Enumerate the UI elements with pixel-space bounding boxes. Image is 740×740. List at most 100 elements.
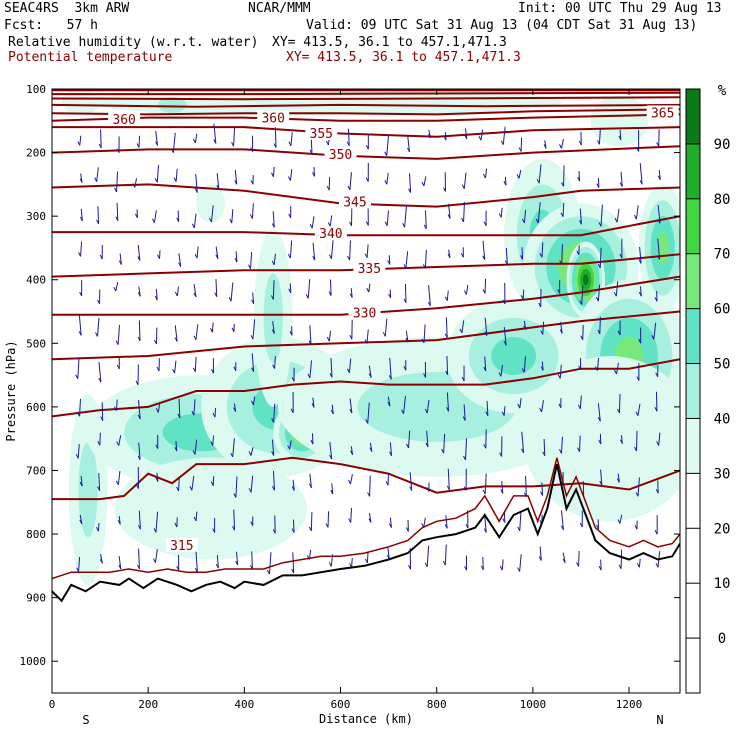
wind-vector	[116, 171, 119, 193]
wind-vector	[636, 147, 640, 152]
forecast-hour: Fcst: 57 h	[4, 18, 98, 33]
wind-vector	[484, 278, 487, 294]
wind-vector	[115, 281, 119, 292]
wind-vector	[192, 450, 196, 455]
wind-vector	[271, 329, 275, 334]
wind-vector	[151, 218, 155, 223]
init-time: Init: 00 UTC Thu 29 Aug 13	[518, 1, 722, 16]
valid-time: Valid: 09 UTC Sat 31 Aug 13 (04 CDT Sat …	[306, 18, 698, 33]
wind-vector	[482, 255, 486, 260]
wind-vector	[178, 478, 180, 491]
wind-vector	[329, 454, 333, 460]
wind-vector	[290, 132, 293, 146]
wind-vector	[101, 402, 104, 421]
wind-vector	[250, 475, 254, 493]
wind-vector	[578, 140, 582, 146]
colorbar-swatch-90	[686, 89, 700, 144]
wind-vector	[178, 398, 181, 418]
wind-vector	[598, 129, 601, 145]
wind-vector	[325, 140, 329, 146]
wind-vector	[291, 568, 295, 574]
wind-vector	[177, 210, 180, 222]
wind-vector	[230, 452, 234, 458]
wind-vector	[348, 518, 352, 523]
wind-vector	[463, 290, 467, 295]
wind-vector	[96, 167, 99, 182]
wind-vector	[655, 563, 659, 568]
wind-vector	[405, 251, 409, 269]
wind-vector	[325, 523, 329, 528]
wind-vector	[426, 430, 429, 447]
wind-vector	[132, 183, 136, 188]
wind-vector	[79, 178, 83, 183]
wind-vector	[638, 338, 642, 344]
wind-vector	[500, 140, 504, 145]
wind-vector	[654, 297, 658, 302]
wind-vector	[525, 475, 527, 497]
isentrope-line	[52, 253, 680, 278]
isentrope-label: 365	[651, 106, 674, 121]
wind-vector	[249, 214, 253, 219]
wind-vector	[579, 435, 581, 452]
wind-vector	[97, 523, 100, 532]
field1-xy: XY= 413.5, 36.1 to 457.1,471.3	[272, 35, 507, 50]
wind-vector	[233, 366, 237, 371]
wind-vector	[596, 357, 600, 371]
wind-vector	[657, 219, 661, 224]
wind-vector	[174, 360, 177, 374]
wind-vector	[153, 558, 156, 563]
wind-vector	[401, 409, 405, 414]
wind-vector	[482, 556, 484, 570]
run-title: SEAC4RS 3km ARW	[4, 1, 130, 16]
wind-vector	[251, 551, 253, 570]
wind-vector	[579, 395, 582, 409]
field1-name: Relative humidity (w.r.t. water)	[8, 35, 259, 50]
wind-vector	[213, 123, 217, 144]
wind-vector	[657, 204, 661, 224]
wind-vector	[137, 244, 141, 261]
wind-vector	[614, 218, 618, 223]
isentrope-label-bg	[324, 146, 357, 161]
wind-vector	[137, 455, 141, 460]
wind-vector	[503, 406, 506, 416]
wind-vector	[346, 368, 350, 373]
org-label: NCAR/MMM	[248, 1, 311, 16]
y-tick-label: 700	[26, 464, 46, 477]
wind-vector	[250, 400, 254, 405]
humidity-contour-11-90	[583, 274, 589, 286]
wind-vector	[520, 255, 524, 260]
colorbar-tick-label: 60	[714, 302, 731, 318]
wind-vector	[616, 408, 620, 414]
wind-vector	[408, 188, 412, 193]
wind-vector	[446, 392, 450, 412]
wind-vector	[230, 282, 234, 302]
wind-vector	[80, 208, 83, 222]
wind-vector	[291, 486, 295, 491]
wind-vector	[192, 138, 196, 144]
terrain-surface-line	[52, 463, 680, 603]
wind-vector	[404, 284, 407, 303]
wind-vector	[483, 528, 487, 533]
wind-vector	[157, 403, 161, 413]
wind-vector	[596, 183, 600, 188]
wind-vector	[463, 172, 467, 189]
wind-vector	[348, 358, 352, 373]
wind-vector	[252, 292, 255, 304]
terrain-lines	[52, 457, 680, 603]
wind-vector	[384, 151, 388, 156]
axes: 100 200 300 400 500 600 700 800 900 1000 0 200 400 60…	[4, 83, 680, 727]
wind-vector	[273, 403, 276, 423]
wind-vector	[174, 446, 178, 452]
wind-vector	[214, 407, 217, 418]
wind-vector	[98, 473, 101, 491]
isentrope-label: 330	[353, 307, 376, 322]
wind-vector	[194, 439, 198, 455]
wind-vector	[212, 528, 216, 533]
wind-vector	[539, 253, 543, 258]
wind-vector	[96, 219, 99, 225]
y-tick-label: 300	[26, 210, 46, 223]
wind-vector	[272, 321, 275, 334]
wind-vector	[176, 486, 180, 492]
wind-vector	[463, 202, 465, 223]
wind-vector	[560, 525, 564, 531]
